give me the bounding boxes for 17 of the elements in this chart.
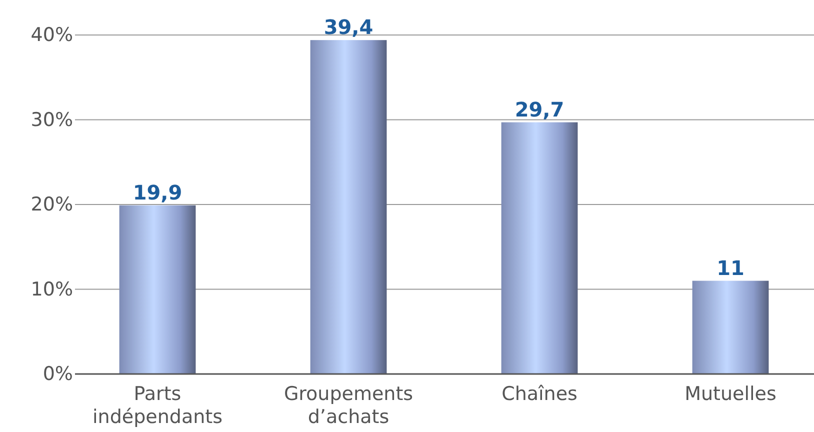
- y-tick-label: 0%: [42, 363, 73, 386]
- data-label: 11: [716, 256, 744, 280]
- bar: [310, 40, 387, 374]
- data-label: 19,9: [132, 180, 182, 204]
- x-tick-label: Groupements d’achats: [284, 383, 414, 428]
- x-tick-label: Parts indépendants: [92, 383, 222, 428]
- bar: [501, 122, 578, 374]
- y-tick-label: 10%: [30, 278, 73, 300]
- y-tick-label: 40%: [30, 24, 73, 46]
- x-tick-label: Chaînes: [502, 383, 578, 405]
- y-tick-label: 30%: [30, 108, 73, 131]
- bar: [692, 280, 769, 374]
- data-label: 39,4: [324, 15, 374, 40]
- x-tick-label: Mutuelles: [684, 383, 776, 405]
- data-label: 29,7: [514, 97, 564, 122]
- bar: [119, 205, 196, 374]
- y-tick-label: 20%: [30, 194, 73, 216]
